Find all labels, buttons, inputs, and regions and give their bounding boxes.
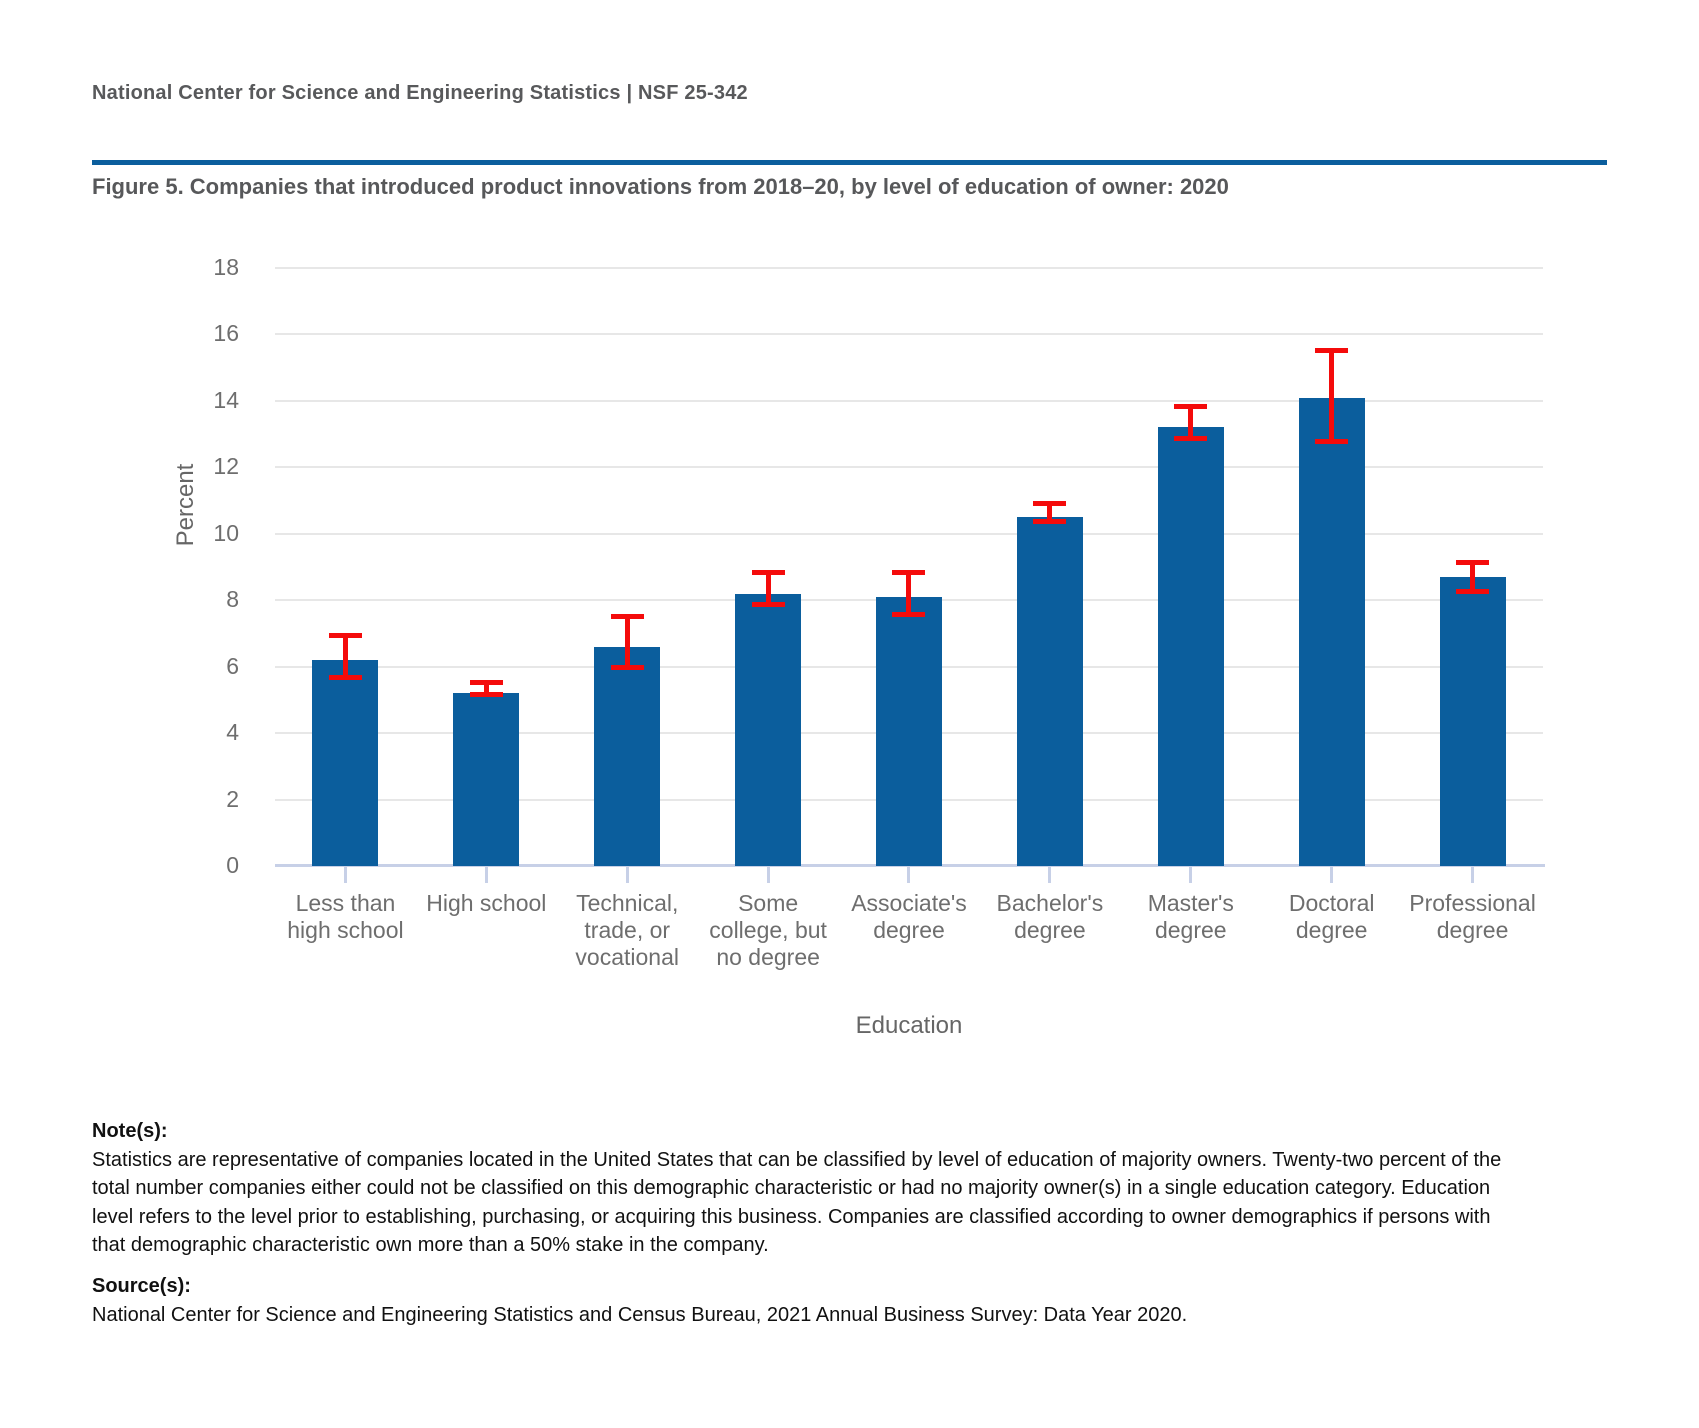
bar — [594, 646, 661, 866]
y-tick-label: 4 — [226, 719, 239, 746]
error-bar-cap-top — [1456, 560, 1490, 566]
bar-slot: Professional degree — [1402, 268, 1543, 943]
source-section: Source(s): National Center for Science a… — [92, 1272, 1608, 1329]
bar-slot: Technical, trade, or vocational — [557, 268, 698, 970]
error-bar-cap-top — [328, 633, 362, 639]
error-bar-cap-top — [469, 679, 503, 685]
notes-heading: Note(s): — [92, 1120, 168, 1142]
bar — [312, 660, 379, 866]
error-bar — [1329, 347, 1335, 445]
gridline — [275, 267, 1543, 269]
bar — [1298, 397, 1365, 866]
error-bar-cap-bottom — [751, 601, 785, 607]
bar — [1157, 427, 1224, 866]
y-tick-label: 10 — [213, 519, 239, 546]
notes-section: Note(s): Statistics are representative o… — [92, 1117, 1608, 1260]
error-bar-cap-bottom — [1315, 439, 1349, 445]
error-bar — [483, 679, 489, 697]
y-tick-label: 18 — [213, 254, 239, 280]
bar — [735, 593, 802, 866]
bar-slot: Some college, but no degree — [698, 268, 839, 970]
x-tick-mark — [625, 866, 629, 883]
bar-slot: Master's degree — [1120, 268, 1261, 943]
bar-slot: Less than high school — [275, 268, 416, 943]
error-bar-cap-bottom — [610, 665, 644, 670]
error-bar-cap-top — [1033, 500, 1067, 506]
y-tick-label: 2 — [226, 785, 239, 812]
error-bar-cap-top — [751, 570, 785, 576]
error-bar-cap-top — [610, 613, 644, 619]
bar — [875, 596, 942, 866]
error-bar-cap-bottom — [892, 611, 926, 617]
error-bar — [624, 613, 630, 670]
x-tick-mark — [766, 866, 770, 883]
x-tick-mark — [1471, 866, 1475, 883]
figure-title: Figure 5. Companies that introduced prod… — [92, 174, 1229, 199]
bar — [453, 693, 520, 866]
x-tick-mark — [484, 866, 488, 883]
gridline — [275, 532, 1543, 535]
y-axis-title: Percent — [172, 463, 199, 547]
error-bar-cap-top — [1315, 347, 1349, 353]
x-tick-label: Technical, trade, or vocational — [575, 890, 679, 970]
gridline — [275, 333, 1543, 336]
error-bar — [1047, 500, 1053, 524]
bar-slot: Associate's degree — [839, 268, 980, 943]
x-tick-mark — [1189, 866, 1193, 883]
notes-text: Statistics are representative of compani… — [92, 1148, 1502, 1257]
x-tick-mark — [343, 866, 347, 883]
x-tick-label: Master's degree — [1147, 890, 1234, 943]
x-tick-label: Bachelor's degree — [996, 890, 1104, 943]
y-tick-label: 6 — [226, 652, 239, 679]
report-header: National Center for Science and Engineer… — [92, 82, 748, 104]
error-bar-cap-bottom — [1033, 518, 1067, 524]
error-bar-cap-bottom — [469, 691, 503, 697]
y-tick-label: 16 — [213, 320, 239, 347]
error-bar — [1188, 404, 1194, 441]
x-tick-mark — [1048, 866, 1052, 883]
source-heading: Source(s): — [92, 1275, 191, 1297]
y-tick-label: 14 — [213, 386, 239, 413]
bar-slot: Doctoral degree — [1261, 268, 1402, 943]
bar-slot: High school — [416, 268, 557, 916]
error-bar — [1470, 560, 1476, 594]
bar-slot: Bachelor's degree — [979, 268, 1120, 943]
x-tick-label: Professional degree — [1409, 890, 1536, 943]
error-bar-cap-top — [1174, 404, 1208, 410]
x-tick-mark — [1330, 866, 1334, 883]
bar — [1439, 576, 1506, 866]
error-bar-cap-bottom — [1456, 588, 1490, 594]
error-bar-cap-bottom — [1174, 435, 1208, 441]
gridline — [275, 466, 1543, 469]
plot-area: 0 2 4 6 8 10 12 14 16 18 Less than high school High … — [213, 254, 1545, 970]
x-tick-label: High school — [426, 890, 547, 916]
x-axis-title: Education — [855, 1012, 963, 1039]
x-tick-label: Some college, but no degree — [709, 890, 827, 970]
error-bar — [342, 633, 348, 680]
error-bar — [765, 570, 771, 607]
x-tick-label: Associate's degree — [851, 890, 967, 943]
bar — [1016, 517, 1083, 866]
y-tick-label: 8 — [226, 586, 239, 613]
error-bar-cap-bottom — [328, 674, 362, 680]
y-tick-label: 0 — [226, 852, 239, 878]
error-bar-cap-top — [892, 570, 926, 576]
x-tick-label: Less than high school — [287, 890, 404, 943]
x-tick-label: Doctoral degree — [1288, 890, 1375, 943]
error-bar — [906, 570, 912, 617]
header-divider — [92, 160, 1607, 165]
y-tick-label: 12 — [213, 453, 239, 480]
x-tick-mark — [907, 866, 911, 883]
gridline — [275, 399, 1543, 402]
source-text: National Center for Science and Engineer… — [92, 1303, 1188, 1326]
